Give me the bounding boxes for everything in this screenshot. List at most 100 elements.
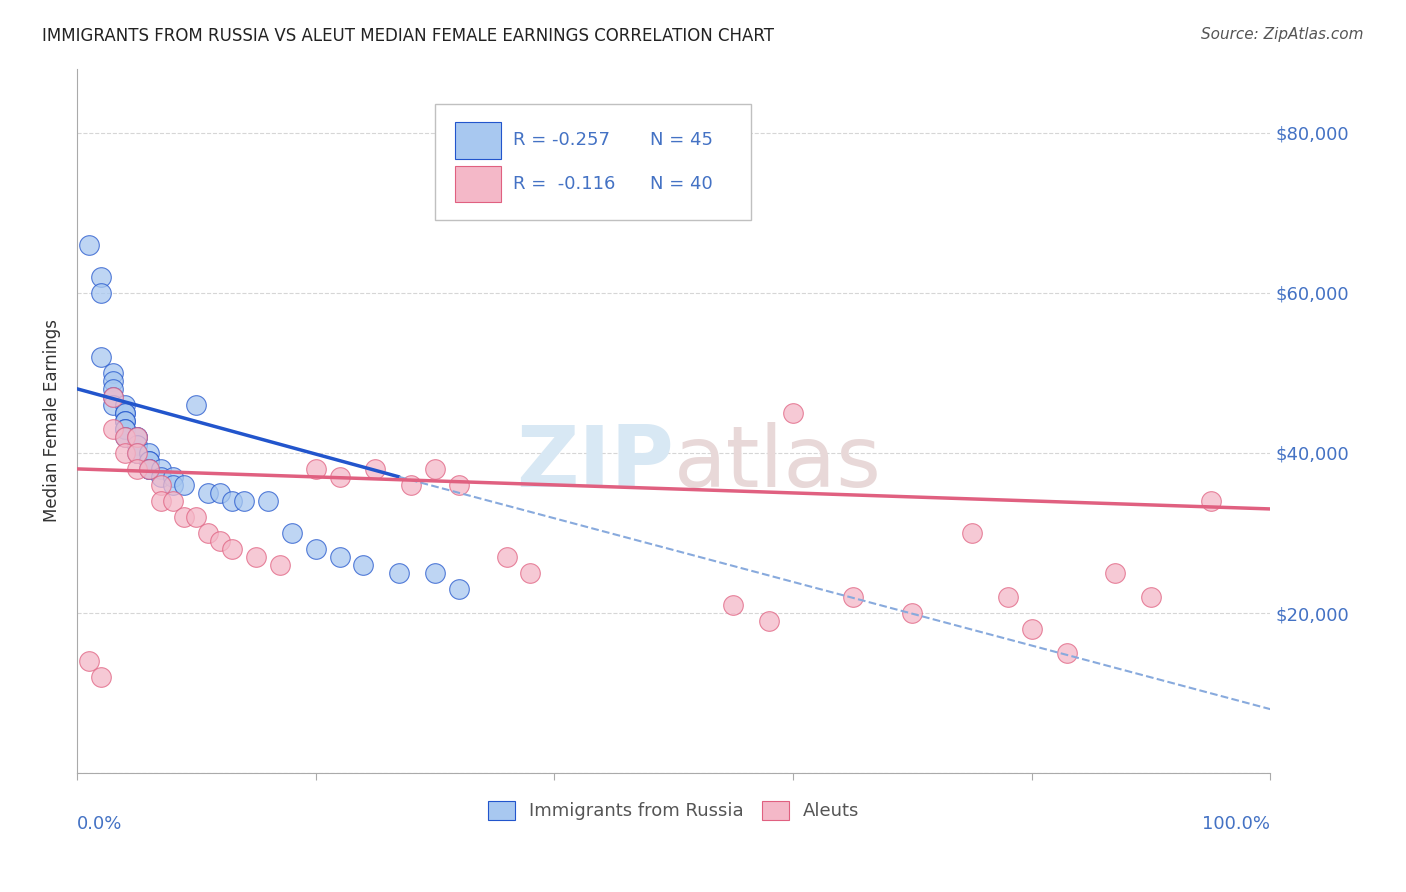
Point [723,598,745,612]
Point [519,566,541,580]
Point [114,406,136,420]
Point [221,541,243,556]
Point [901,606,924,620]
FancyBboxPatch shape [456,166,501,202]
Point [423,566,446,580]
Point [173,510,195,524]
Point [101,422,124,436]
Point [162,470,184,484]
Point [114,414,136,428]
Text: R =  -0.116: R = -0.116 [513,175,614,193]
Point [305,541,328,556]
Point [305,462,328,476]
Point [101,398,124,412]
Point [257,494,280,508]
Point [281,525,304,540]
Point [233,494,256,508]
Text: IMMIGRANTS FROM RUSSIA VS ALEUT MEDIAN FEMALE EARNINGS CORRELATION CHART: IMMIGRANTS FROM RUSSIA VS ALEUT MEDIAN F… [42,27,775,45]
Point [114,422,136,436]
Point [186,510,208,524]
Y-axis label: Median Female Earnings: Median Female Earnings [44,319,60,523]
Point [209,533,232,548]
Point [149,470,172,484]
Point [114,446,136,460]
Point [125,446,148,460]
Point [758,614,780,628]
Point [173,478,195,492]
Point [114,422,136,436]
Point [162,494,184,508]
Point [1056,646,1078,660]
Point [77,237,100,252]
Point [138,462,160,476]
Point [125,430,148,444]
Point [1021,622,1043,636]
Point [197,525,219,540]
Point [125,462,148,476]
Point [125,446,148,460]
Point [101,374,124,388]
Point [960,525,983,540]
Point [447,478,470,492]
Text: N = 40: N = 40 [650,175,713,193]
Text: 100.0%: 100.0% [1202,815,1270,833]
Point [114,414,136,428]
Point [841,590,863,604]
Point [329,549,352,564]
Point [138,462,160,476]
Point [114,406,136,420]
Point [149,494,172,508]
Point [399,478,422,492]
Point [114,430,136,444]
Point [269,558,291,572]
Point [138,454,160,468]
Text: atlas: atlas [673,422,882,505]
Text: R = -0.257: R = -0.257 [513,131,610,149]
Point [90,269,112,284]
Point [186,398,208,412]
Text: 0.0%: 0.0% [77,815,122,833]
Point [221,494,243,508]
Point [245,549,267,564]
Point [388,566,411,580]
Point [1104,566,1126,580]
Point [447,582,470,596]
Point [90,285,112,300]
Point [1199,494,1222,508]
Text: ZIP: ZIP [516,422,673,505]
Point [329,470,352,484]
Point [352,558,374,572]
Point [782,406,804,420]
Point [138,454,160,468]
Point [125,430,148,444]
Point [495,549,517,564]
Point [1140,590,1163,604]
Point [364,462,387,476]
FancyBboxPatch shape [434,103,751,220]
Point [125,438,148,452]
Point [138,446,160,460]
Text: Source: ZipAtlas.com: Source: ZipAtlas.com [1201,27,1364,42]
Point [149,478,172,492]
Point [125,446,148,460]
Point [101,390,124,404]
Point [149,462,172,476]
Point [90,350,112,364]
Point [197,486,219,500]
Point [101,390,124,404]
Point [114,398,136,412]
FancyBboxPatch shape [456,122,501,159]
Point [162,478,184,492]
Point [101,366,124,380]
Text: N = 45: N = 45 [650,131,713,149]
Point [101,382,124,396]
Point [125,430,148,444]
Point [90,670,112,684]
Legend: Immigrants from Russia, Aleuts: Immigrants from Russia, Aleuts [481,794,868,828]
Point [138,462,160,476]
Point [114,430,136,444]
Point [997,590,1019,604]
Point [423,462,446,476]
Point [209,486,232,500]
Point [77,654,100,668]
